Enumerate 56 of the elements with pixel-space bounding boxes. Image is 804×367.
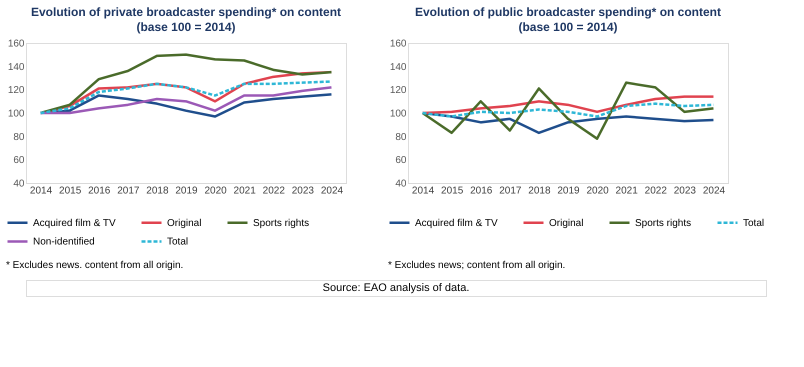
y-tick-label: 140 <box>390 62 407 73</box>
chart-subtitle: (base 100 = 2014) <box>518 20 618 34</box>
x-tick-label: 2014 <box>30 186 53 196</box>
y-tick-label: 120 <box>8 85 25 96</box>
x-tick-label: 2014 <box>412 186 435 196</box>
text: * Excludes news; content from all origin. <box>388 260 566 271</box>
x-tick-label: 2024 <box>702 186 726 196</box>
x-tick-label: 2022 <box>644 186 668 196</box>
chart-title: Evolution of public broadcaster spending* on content <box>414 5 722 19</box>
x-tick-label: 2015 <box>59 186 82 196</box>
y-tick-label: 160 <box>390 38 407 50</box>
legend-label: Sports rights <box>635 218 692 229</box>
x-tick-label: 2018 <box>528 186 551 196</box>
x-tick-label: 2019 <box>175 186 198 196</box>
x-tick-label: 2022 <box>262 186 286 196</box>
y-tick-label: 40 <box>395 178 407 190</box>
legend-label: Original <box>549 218 584 229</box>
x-tick-label: 2017 <box>117 186 140 196</box>
y-tick-label: 160 <box>8 38 25 50</box>
text: * Excludes news. content from all origin. <box>6 260 184 271</box>
line-series <box>421 102 715 118</box>
legend-label: Acquired film & TV <box>33 218 116 229</box>
x-tick-label: 2015 <box>441 186 464 196</box>
x-tick-label: 2020 <box>204 186 228 196</box>
legend-label: Total <box>167 236 188 248</box>
line-series <box>39 53 333 114</box>
y-tick-label: 80 <box>13 132 25 143</box>
x-tick-label: 2016 <box>470 186 493 196</box>
y-tick-label: 60 <box>395 155 407 166</box>
chart-subtitle: (base 100 = 2014) <box>136 20 236 34</box>
x-tick-label: 2024 <box>320 186 344 196</box>
x-tick-label: 2018 <box>146 186 169 196</box>
line-series <box>421 81 715 140</box>
y-tick-label: 100 <box>8 108 25 120</box>
y-tick-label: 80 <box>395 132 407 143</box>
x-tick-label: 2017 <box>499 186 522 196</box>
y-tick-label: 100 <box>390 108 407 120</box>
y-tick-label: 120 <box>390 85 407 96</box>
legend-label: Acquired film & TV <box>415 218 498 229</box>
legend-label: Sports rights <box>253 218 310 229</box>
y-tick-label: 140 <box>8 62 25 73</box>
line-series <box>39 86 333 114</box>
legend-label: Non-identified <box>33 236 95 248</box>
x-tick-label: 2021 <box>616 186 638 196</box>
legend-label: Total <box>743 218 764 229</box>
x-tick-label: 2019 <box>557 186 580 196</box>
x-tick-label: 2023 <box>292 186 314 196</box>
x-tick-label: 2021 <box>234 186 256 196</box>
chart-title: Evolution of private broadcaster spending* on content <box>30 5 342 19</box>
source-note: Source: EAO analysis of data. <box>322 282 470 294</box>
legend-label: Original <box>167 218 202 229</box>
y-tick-label: 40 <box>13 178 25 190</box>
x-tick-label: 2023 <box>674 186 696 196</box>
y-tick-label: 60 <box>13 155 25 166</box>
x-tick-label: 2020 <box>586 186 610 196</box>
x-tick-label: 2016 <box>88 186 111 196</box>
